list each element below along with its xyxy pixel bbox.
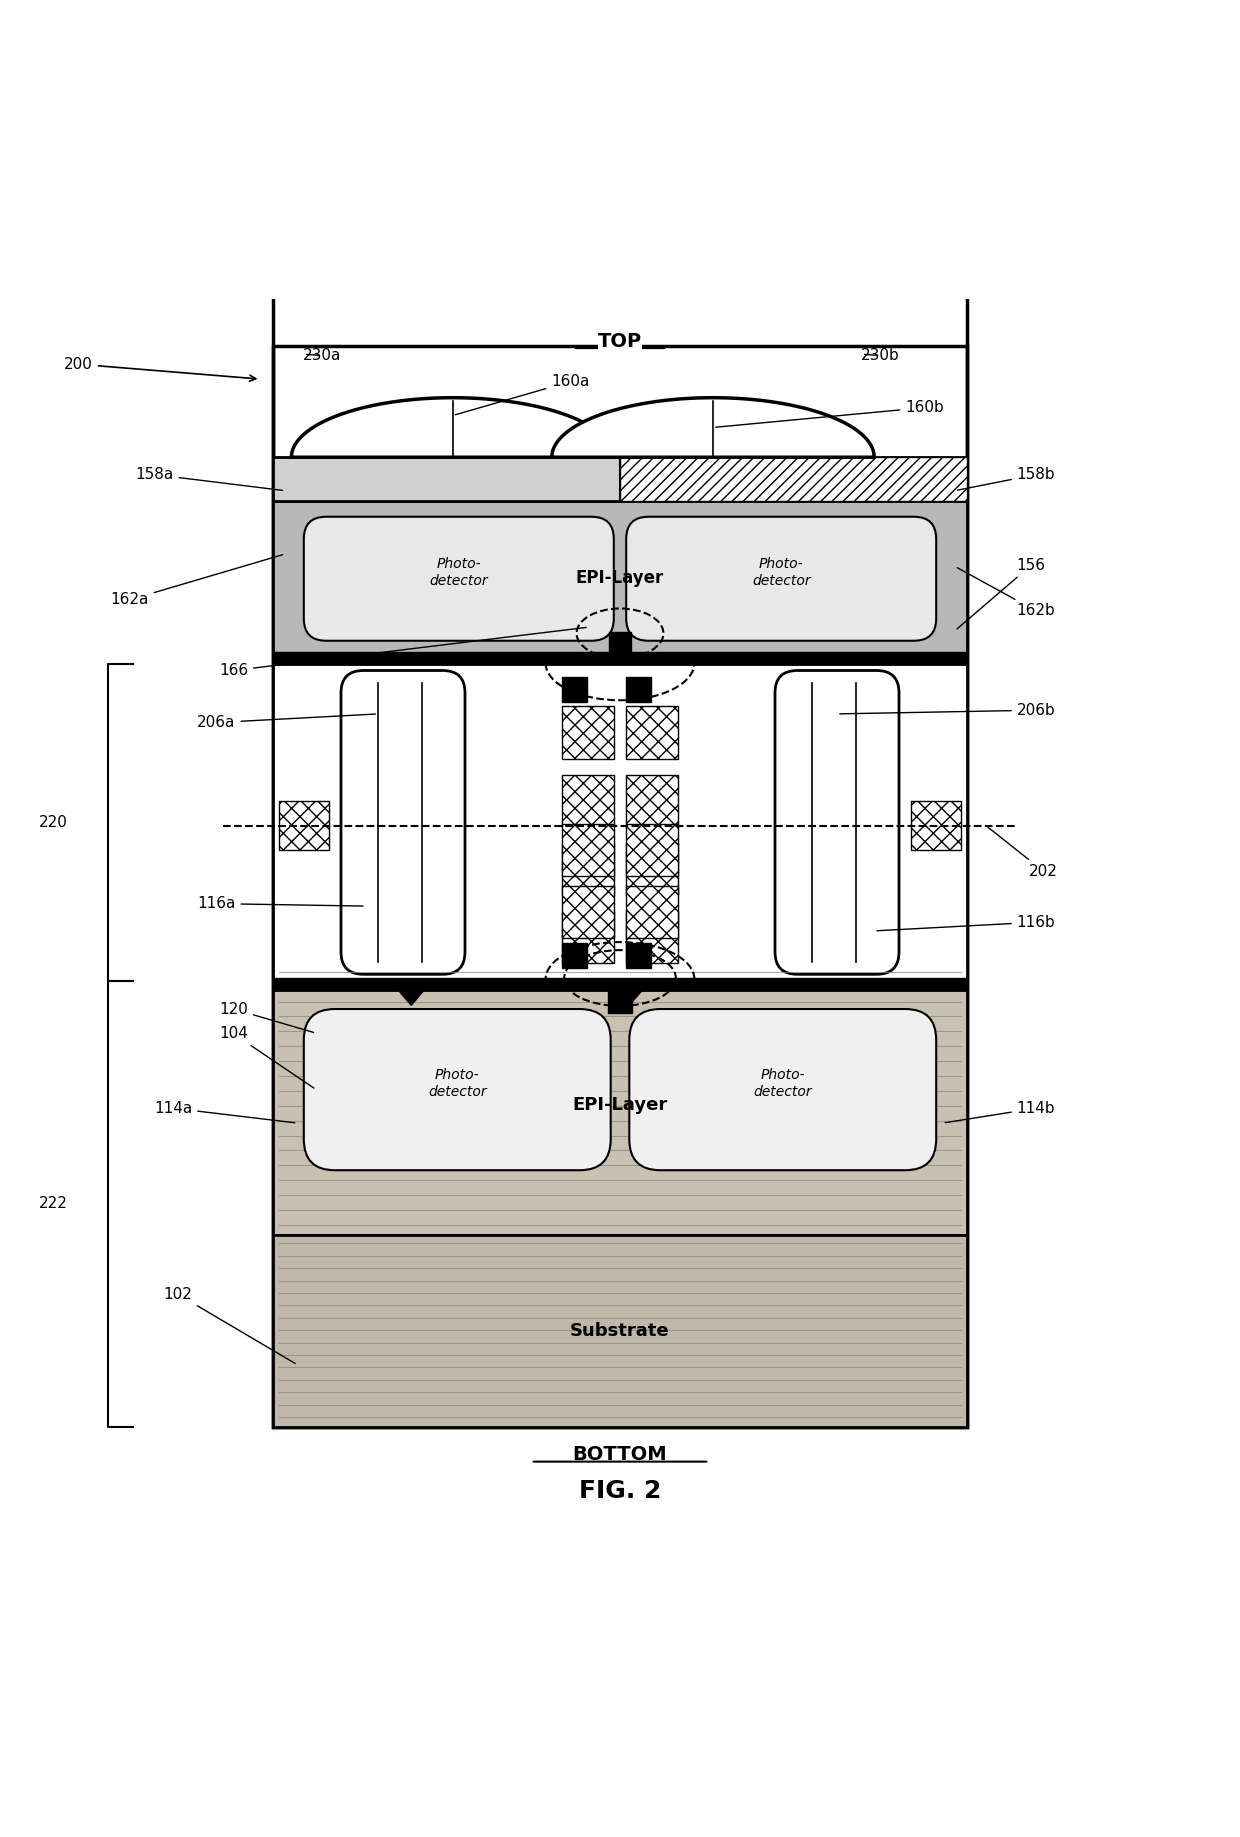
Bar xyxy=(273,990,967,1234)
FancyBboxPatch shape xyxy=(341,671,465,974)
Bar xyxy=(626,885,678,939)
Text: EPI-Layer: EPI-Layer xyxy=(573,1095,667,1113)
Text: 120: 120 xyxy=(219,1001,314,1032)
Text: 202: 202 xyxy=(988,827,1058,878)
Bar xyxy=(562,676,587,702)
Bar xyxy=(626,911,678,963)
Text: 104: 104 xyxy=(219,1027,314,1088)
Polygon shape xyxy=(614,988,645,1005)
Bar xyxy=(626,825,678,876)
Bar xyxy=(279,801,329,851)
FancyBboxPatch shape xyxy=(304,516,614,641)
Polygon shape xyxy=(397,988,427,1005)
Bar xyxy=(562,885,614,939)
Bar xyxy=(626,944,651,968)
Text: 206a: 206a xyxy=(197,715,376,729)
Text: 200: 200 xyxy=(64,356,255,382)
Text: 116a: 116a xyxy=(197,896,363,911)
Text: 166: 166 xyxy=(219,628,587,678)
Text: Photo-
detector: Photo- detector xyxy=(754,1069,812,1099)
Bar xyxy=(273,345,967,1427)
Text: 114a: 114a xyxy=(154,1100,295,1122)
Text: Photo-
detector: Photo- detector xyxy=(429,557,489,588)
Bar xyxy=(273,277,967,1427)
Bar xyxy=(273,652,967,665)
Bar xyxy=(562,825,614,876)
Polygon shape xyxy=(291,397,614,457)
Text: BOTTOM: BOTTOM xyxy=(573,1444,667,1464)
Text: 206b: 206b xyxy=(839,704,1055,718)
FancyBboxPatch shape xyxy=(626,516,936,641)
Text: 102: 102 xyxy=(164,1286,295,1363)
Text: Substrate: Substrate xyxy=(570,1323,670,1339)
Bar xyxy=(273,977,967,990)
Text: 220: 220 xyxy=(40,816,68,830)
FancyBboxPatch shape xyxy=(629,1009,936,1170)
Bar xyxy=(626,843,678,895)
Text: TOP: TOP xyxy=(598,332,642,351)
Text: 162a: 162a xyxy=(110,555,283,608)
Text: 230b: 230b xyxy=(861,347,900,364)
Text: 156: 156 xyxy=(957,558,1045,628)
Text: FIG. 2: FIG. 2 xyxy=(579,1479,661,1503)
Text: 158b: 158b xyxy=(957,467,1055,490)
Text: 160a: 160a xyxy=(455,375,589,415)
Bar xyxy=(911,801,961,851)
Text: 162b: 162b xyxy=(957,568,1055,619)
Bar xyxy=(620,457,967,502)
Text: Photo-
detector: Photo- detector xyxy=(428,1069,486,1099)
FancyBboxPatch shape xyxy=(775,671,899,974)
Bar xyxy=(273,457,967,502)
Bar xyxy=(273,1234,967,1427)
Polygon shape xyxy=(552,397,874,457)
Text: 160b: 160b xyxy=(715,400,944,428)
Bar xyxy=(626,775,678,827)
Bar xyxy=(562,911,614,963)
Bar xyxy=(562,707,614,759)
Bar xyxy=(626,707,678,759)
Bar xyxy=(562,944,587,968)
Bar xyxy=(626,676,651,702)
Text: 158a: 158a xyxy=(135,467,283,490)
Text: 222: 222 xyxy=(40,1196,68,1211)
Bar xyxy=(562,775,614,827)
Text: 116b: 116b xyxy=(877,915,1055,931)
Text: 230a: 230a xyxy=(304,347,341,364)
Bar xyxy=(562,843,614,895)
Text: EPI-Layer: EPI-Layer xyxy=(575,569,665,588)
FancyBboxPatch shape xyxy=(304,1009,611,1170)
Bar xyxy=(608,988,632,1012)
Text: 114b: 114b xyxy=(945,1100,1055,1122)
Bar xyxy=(609,632,631,654)
Text: Photo-
detector: Photo- detector xyxy=(751,557,811,588)
Bar xyxy=(273,502,967,656)
Bar xyxy=(273,665,967,981)
